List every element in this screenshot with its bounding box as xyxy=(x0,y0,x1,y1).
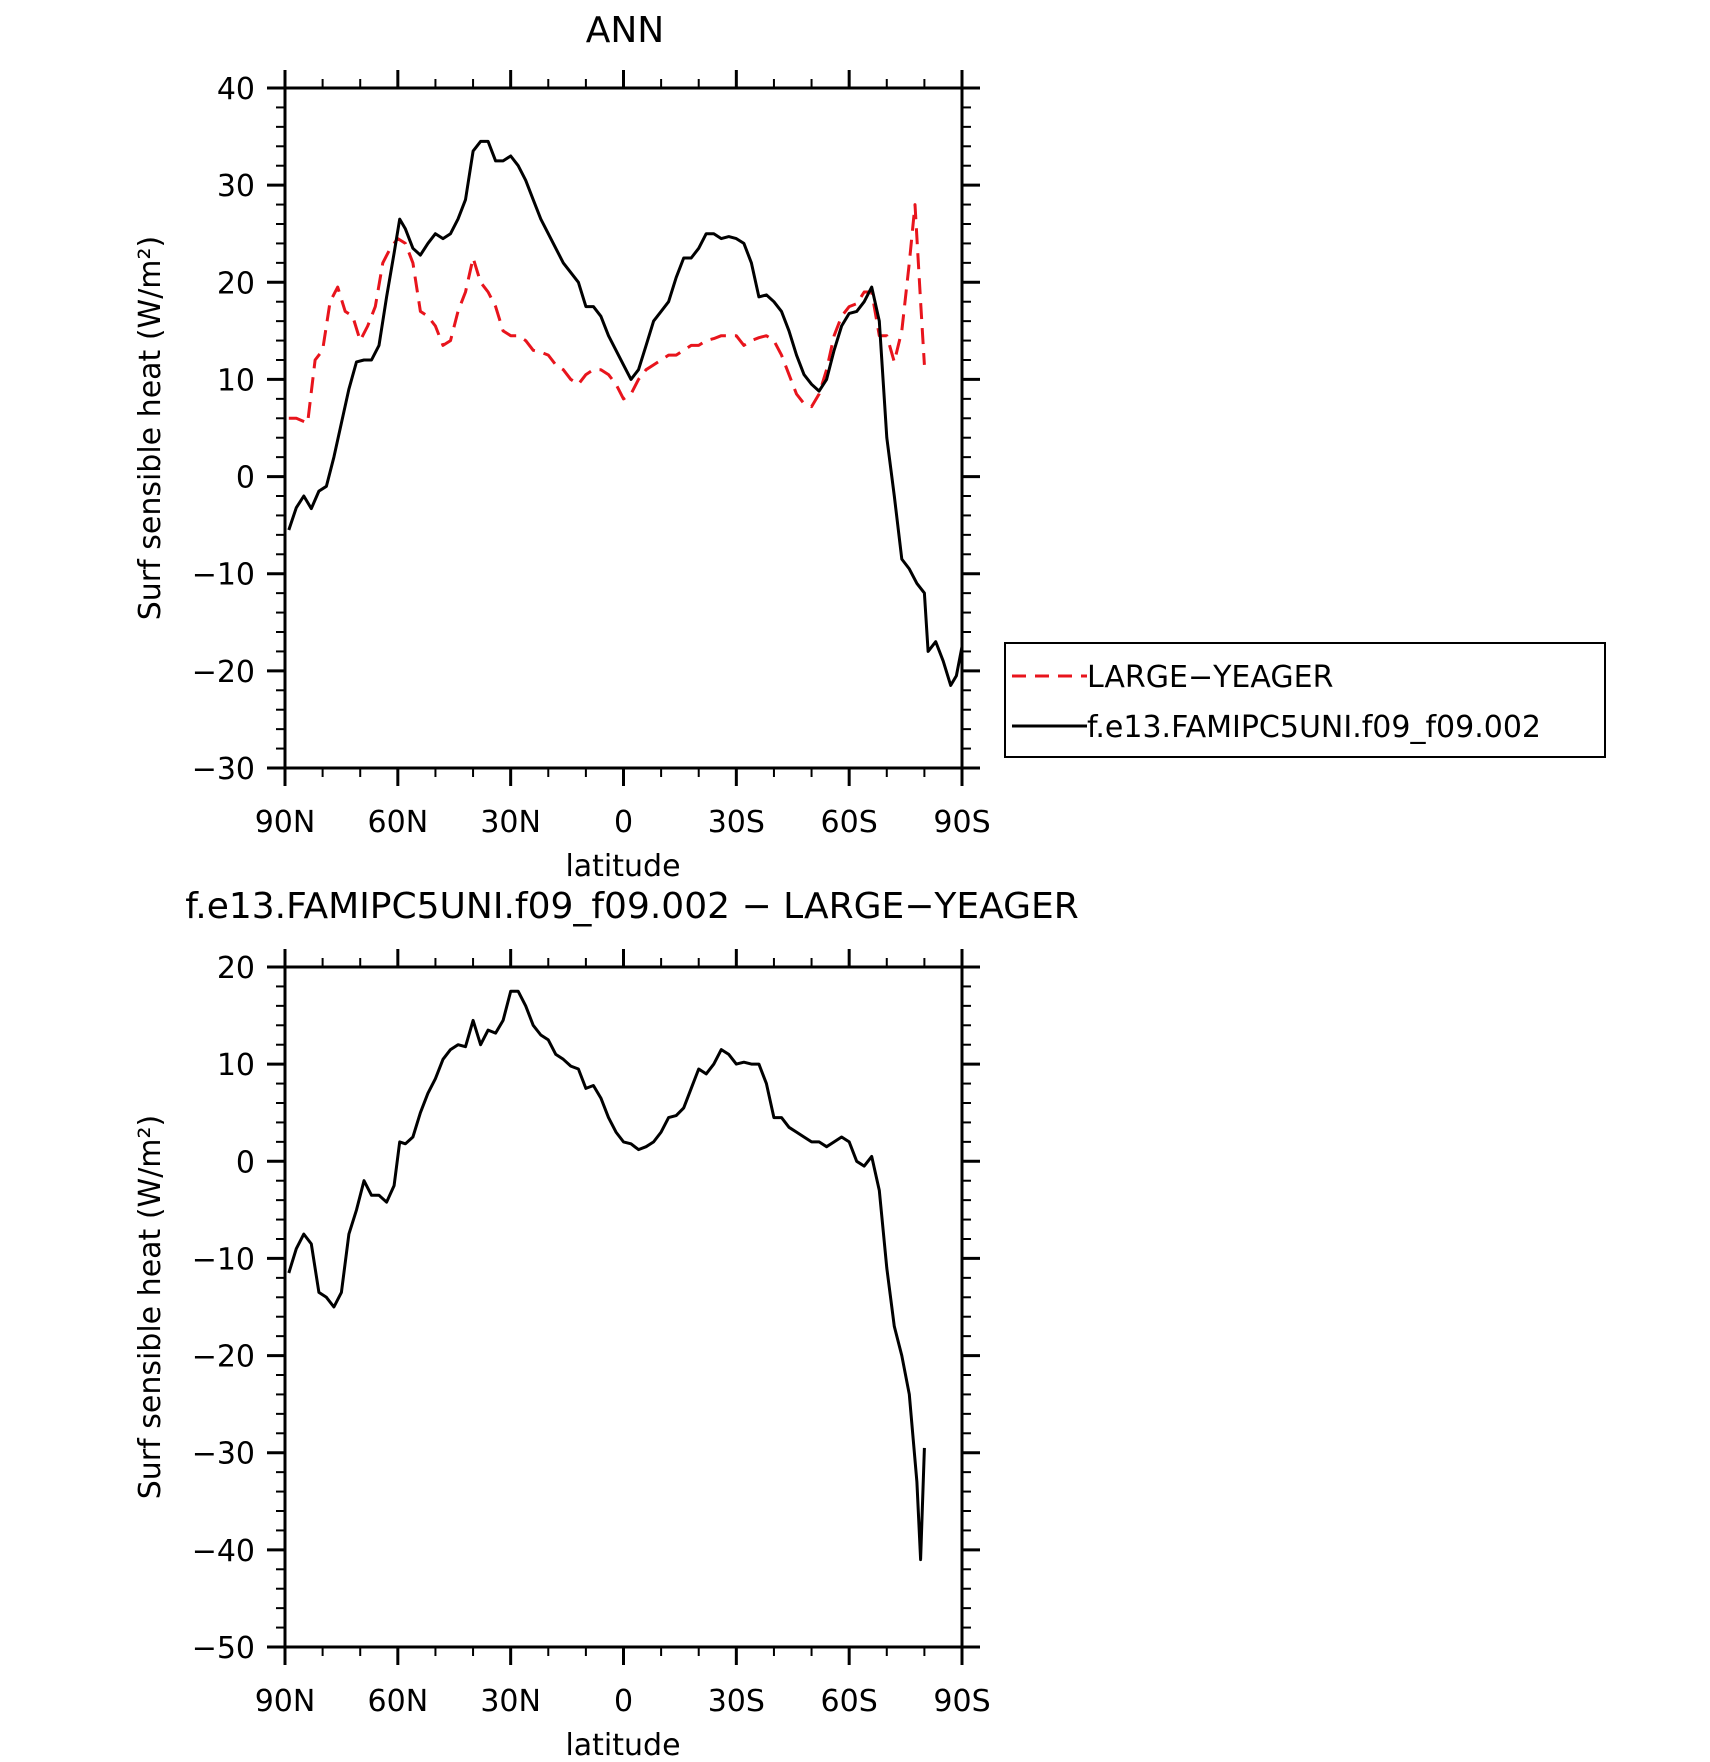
bottom-chart-xtick-label: 30N xyxy=(480,1684,541,1719)
bottom-chart-ytick-label: −40 xyxy=(192,1534,255,1569)
bottom-chart-xtick-label: 0 xyxy=(614,1684,633,1719)
top-chart-y-label: Surf sensible heat (W/m²) xyxy=(133,236,168,621)
top-chart-series-line-0 xyxy=(288,203,926,425)
bottom-chart-ytick-label: −50 xyxy=(192,1631,255,1666)
bottom-chart-series-line-0 xyxy=(287,989,926,1562)
bottom-chart-xtick-label: 90S xyxy=(933,1684,990,1719)
bottom-chart-ticks xyxy=(267,949,980,1665)
top-chart-ytick-label: 10 xyxy=(217,363,255,398)
bottom-chart-ytick-label: 10 xyxy=(217,1048,255,1083)
legend: LARGE−YEAGER f.e13.FAMIPC5UNI.f09_f09.00… xyxy=(1004,642,1606,758)
legend-label-model: f.e13.FAMIPC5UNI.f09_f09.002 xyxy=(1087,710,1541,745)
top-chart-ticks xyxy=(267,70,980,786)
legend-label-large-yeager: LARGE−YEAGER xyxy=(1087,660,1333,695)
top-chart-ytick-label: −10 xyxy=(192,558,255,593)
bottom-chart: f.e13.FAMIPC5UNI.f09_f09.002 − LARGE−YEA… xyxy=(133,886,1079,1762)
top-chart-frame xyxy=(283,86,964,770)
bottom-chart-x-label: latitude xyxy=(565,1728,680,1762)
top-chart-x-tick-labels: 90N 60N 30N 0 30S 60S 90S xyxy=(255,805,991,840)
bottom-chart-frame xyxy=(283,965,964,1649)
top-chart-series xyxy=(287,139,964,687)
bottom-chart-xtick-label: 60S xyxy=(821,1684,878,1719)
bottom-chart-y-label: Surf sensible heat (W/m²) xyxy=(133,1115,168,1500)
top-chart-xtick-label: 0 xyxy=(614,805,633,840)
bottom-chart-series xyxy=(287,989,926,1562)
bottom-chart-ytick-label: 0 xyxy=(236,1145,255,1180)
top-chart-ytick-label: 20 xyxy=(217,266,255,301)
top-chart-y-tick-labels: −30 −20 −10 0 10 20 30 40 xyxy=(192,72,255,787)
bottom-chart-ytick-label: 20 xyxy=(217,951,255,986)
bottom-chart-xtick-label: 90N xyxy=(255,1684,316,1719)
top-chart-x-label: latitude xyxy=(565,849,680,884)
top-chart-xtick-label: 90S xyxy=(933,805,990,840)
bottom-chart-ytick-label: −10 xyxy=(192,1242,255,1277)
top-chart-xtick-label: 60S xyxy=(821,805,878,840)
top-chart-xtick-label: 60N xyxy=(368,805,429,840)
top-chart-xtick-label: 90N xyxy=(255,805,316,840)
bottom-chart-xtick-label: 60N xyxy=(368,1684,429,1719)
bottom-chart-title: f.e13.FAMIPC5UNI.f09_f09.002 − LARGE−YEA… xyxy=(185,886,1079,927)
top-chart-axes: −30 −20 −10 0 10 20 30 40 90N 60N 30N 0 30S 60S 90S xyxy=(192,70,991,840)
top-chart-ytick-label: 0 xyxy=(236,461,255,496)
top-chart-title: ANN xyxy=(586,10,665,51)
bottom-chart-axes: −50 −40 −30 −20 −10 0 10 20 90N 60N 30N 0 30S 60S 90S xyxy=(192,949,991,1719)
top-chart-xtick-label: 30S xyxy=(708,805,765,840)
top-chart-ytick-label: −20 xyxy=(192,655,255,690)
bottom-chart-y-tick-labels: −50 −40 −30 −20 −10 0 10 20 xyxy=(192,951,255,1666)
top-chart-series-line-1 xyxy=(287,139,964,687)
bottom-chart-x-tick-labels: 90N 60N 30N 0 30S 60S 90S xyxy=(255,1684,991,1719)
top-chart-ytick-label: −30 xyxy=(192,752,255,787)
top-chart-xtick-label: 30N xyxy=(480,805,541,840)
legend-box xyxy=(1004,642,1606,758)
top-chart-ytick-label: 30 xyxy=(217,169,255,204)
bottom-chart-xtick-label: 30S xyxy=(708,1684,765,1719)
bottom-chart-ytick-label: −30 xyxy=(192,1437,255,1472)
bottom-chart-ytick-label: −20 xyxy=(192,1340,255,1375)
top-chart-ytick-label: 40 xyxy=(217,72,255,107)
